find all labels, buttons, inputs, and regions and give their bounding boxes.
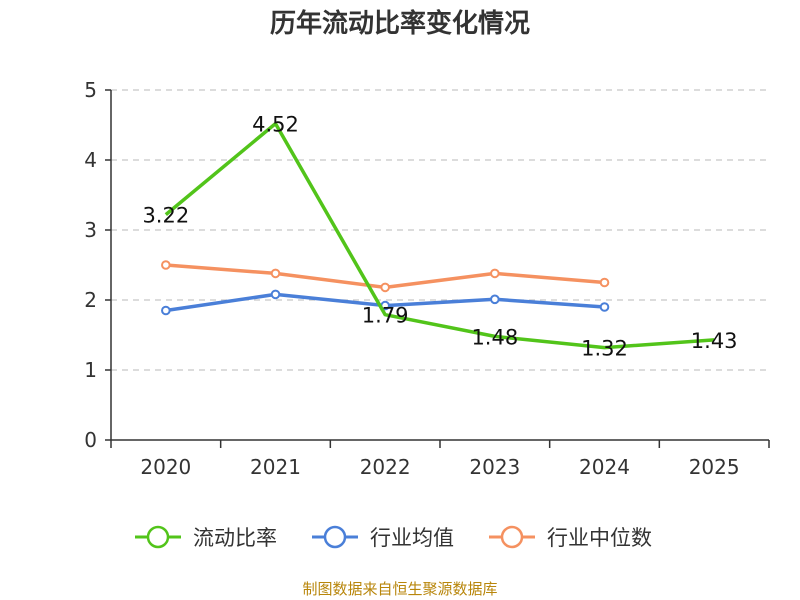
x-tick-label: 2024 — [579, 455, 630, 479]
source-note: 制图数据来自恒生聚源数据库 — [302, 580, 497, 598]
legend-item-行业中位数[interactable]: 行业中位数 — [489, 525, 652, 550]
data-point-行业均值 — [270, 289, 281, 300]
data-point-行业中位数 — [490, 268, 500, 279]
y-tick-label: 2 — [84, 288, 97, 312]
y-tick-label: 1 — [84, 358, 97, 382]
x-tick-label: 2022 — [360, 455, 411, 479]
data-point-行业均值 — [599, 302, 610, 312]
legend-marker — [323, 525, 347, 549]
data-point-行业中位数 — [380, 282, 390, 293]
data-point-行业中位数 — [161, 260, 171, 270]
gridlines — [111, 89, 769, 371]
series-line-流动比率 — [164, 121, 715, 350]
data-point-行业均值 — [490, 294, 500, 305]
axes: 0 1 2 3 4 5 2020 2021 2022 2023 2024 2025 — [84, 78, 770, 479]
x-tick-label: 2021 — [250, 455, 301, 479]
legend-label: 行业中位数 — [547, 526, 652, 550]
data-label: 1.79 — [362, 304, 409, 328]
chart-title: 历年流动比率变化情况 — [270, 8, 530, 39]
x-tick-label: 2025 — [689, 455, 740, 479]
legend-item-行业均值[interactable]: 行业均值 — [312, 525, 454, 550]
legend-label: 行业均值 — [370, 526, 454, 550]
data-label: 4.52 — [252, 113, 299, 137]
series-layer — [161, 121, 715, 350]
y-tick-label: 3 — [84, 218, 97, 242]
x-tick-label: 2023 — [469, 455, 520, 479]
x-tick-label: 2020 — [140, 455, 191, 479]
data-point-行业中位数 — [599, 277, 610, 288]
legend-item-流动比率[interactable]: 流动比率 — [135, 525, 277, 550]
legend-marker — [500, 525, 524, 549]
data-label: 1.48 — [471, 325, 518, 349]
legend: 流动比率 行业均值 行业中位数 — [135, 525, 652, 550]
data-label: 1.32 — [581, 337, 628, 361]
data-label: 1.43 — [691, 329, 738, 353]
data-labels: 3.22 4.52 1.79 1.48 1.32 1.43 — [142, 113, 737, 361]
legend-label: 流动比率 — [193, 526, 277, 550]
y-tick-label: 0 — [84, 428, 97, 452]
y-tick-label: 4 — [84, 148, 97, 172]
data-point-行业中位数 — [270, 268, 281, 279]
data-point-行业均值 — [161, 305, 171, 316]
y-tick-label: 5 — [84, 78, 97, 102]
legend-marker — [146, 525, 170, 549]
data-label: 3.22 — [142, 204, 189, 228]
